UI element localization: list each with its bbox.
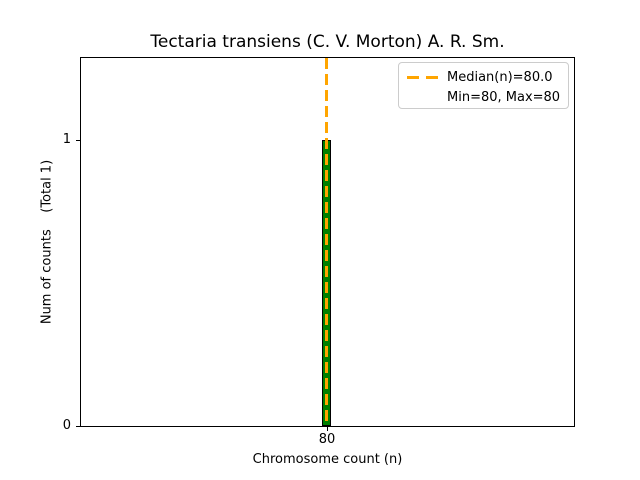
x-tick-label-80: 80 — [318, 432, 336, 447]
plot-area — [80, 57, 575, 427]
legend-spacer — [407, 96, 438, 99]
legend-row-median: Median(n)=80.0 — [407, 67, 553, 87]
legend: Median(n)=80.0 Min=80, Max=80 — [398, 62, 569, 109]
median-line — [325, 58, 328, 426]
y-axis-label: Num of counts (Total 1) — [39, 159, 55, 325]
chart-title: Tectaria transiens (C. V. Morton) A. R. … — [150, 32, 505, 52]
legend-row-minmax: Min=80, Max=80 — [407, 87, 560, 107]
y-tick-mark-1 — [76, 140, 80, 141]
y-tick-label-0: 0 — [62, 418, 71, 433]
x-axis-label: Chromosome count (n) — [252, 452, 403, 467]
y-tick-mark-0 — [76, 426, 80, 427]
x-tick-mark-80 — [327, 427, 328, 431]
legend-label-median: Median(n)=80.0 — [447, 69, 553, 85]
legend-label-minmax: Min=80, Max=80 — [447, 89, 561, 105]
median-dashed-line-icon — [407, 75, 438, 79]
y-tick-label-1: 1 — [62, 132, 71, 147]
